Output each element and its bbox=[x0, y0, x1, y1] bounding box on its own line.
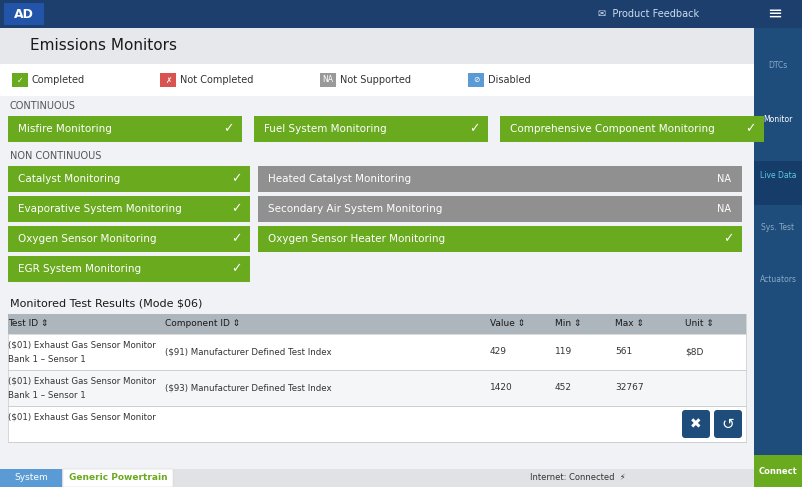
Text: ✓: ✓ bbox=[231, 172, 241, 186]
FancyBboxPatch shape bbox=[0, 146, 754, 166]
Text: ($91) Manufacturer Defined Test Index: ($91) Manufacturer Defined Test Index bbox=[165, 348, 331, 356]
Text: NA: NA bbox=[717, 174, 731, 184]
FancyBboxPatch shape bbox=[754, 161, 802, 205]
FancyBboxPatch shape bbox=[0, 0, 802, 28]
FancyBboxPatch shape bbox=[8, 196, 250, 222]
Text: NON CONTINUOUS: NON CONTINUOUS bbox=[10, 151, 101, 161]
Text: CONTINUOUS: CONTINUOUS bbox=[10, 101, 76, 111]
FancyBboxPatch shape bbox=[160, 73, 176, 87]
FancyBboxPatch shape bbox=[8, 334, 746, 370]
Text: AD: AD bbox=[14, 7, 34, 20]
Text: System: System bbox=[14, 473, 48, 483]
Text: Fuel System Monitoring: Fuel System Monitoring bbox=[264, 124, 387, 134]
Text: Disabled: Disabled bbox=[488, 75, 531, 85]
FancyBboxPatch shape bbox=[8, 256, 250, 282]
Text: 561: 561 bbox=[615, 348, 632, 356]
FancyBboxPatch shape bbox=[0, 469, 62, 487]
Text: ✖: ✖ bbox=[691, 417, 702, 431]
Text: ↺: ↺ bbox=[722, 416, 735, 431]
Text: Oxygen Sensor Heater Monitoring: Oxygen Sensor Heater Monitoring bbox=[268, 234, 445, 244]
Text: ✓: ✓ bbox=[231, 262, 241, 276]
FancyBboxPatch shape bbox=[8, 314, 746, 334]
Text: ✓: ✓ bbox=[223, 123, 233, 135]
Text: EGR System Monitoring: EGR System Monitoring bbox=[18, 264, 141, 274]
Text: Misfire Monitoring: Misfire Monitoring bbox=[18, 124, 111, 134]
Text: 452: 452 bbox=[555, 383, 572, 393]
FancyBboxPatch shape bbox=[0, 28, 754, 64]
Text: Secondary Air System Monitoring: Secondary Air System Monitoring bbox=[268, 204, 443, 214]
FancyBboxPatch shape bbox=[8, 166, 250, 192]
FancyBboxPatch shape bbox=[8, 314, 746, 442]
FancyBboxPatch shape bbox=[468, 73, 484, 87]
Text: ✓: ✓ bbox=[17, 75, 23, 85]
FancyBboxPatch shape bbox=[63, 469, 173, 487]
Text: Internet: Connected  ⚡: Internet: Connected ⚡ bbox=[530, 473, 626, 483]
FancyBboxPatch shape bbox=[500, 116, 764, 142]
Text: Live Data: Live Data bbox=[759, 170, 796, 180]
Text: Unit ⇕: Unit ⇕ bbox=[685, 319, 714, 329]
Text: 119: 119 bbox=[555, 348, 573, 356]
Text: Not Completed: Not Completed bbox=[180, 75, 253, 85]
Text: NA: NA bbox=[717, 204, 731, 214]
Text: ✗: ✗ bbox=[165, 75, 171, 85]
Text: ✓: ✓ bbox=[231, 203, 241, 216]
Text: Bank 1 – Sensor 1: Bank 1 – Sensor 1 bbox=[8, 355, 86, 363]
Text: Monitor: Monitor bbox=[764, 115, 792, 125]
Text: ($01) Exhaust Gas Sensor Monitor: ($01) Exhaust Gas Sensor Monitor bbox=[8, 376, 156, 386]
Text: Max ⇕: Max ⇕ bbox=[615, 319, 644, 329]
Text: 32767: 32767 bbox=[615, 383, 644, 393]
Text: DTCs: DTCs bbox=[768, 60, 788, 70]
Text: $8D: $8D bbox=[685, 348, 703, 356]
Text: Min ⇕: Min ⇕ bbox=[555, 319, 581, 329]
Text: Comprehensive Component Monitoring: Comprehensive Component Monitoring bbox=[510, 124, 715, 134]
Text: Completed: Completed bbox=[32, 75, 85, 85]
FancyBboxPatch shape bbox=[754, 455, 802, 487]
FancyBboxPatch shape bbox=[8, 226, 250, 252]
FancyBboxPatch shape bbox=[258, 196, 742, 222]
Text: Monitored Test Results (Mode $06): Monitored Test Results (Mode $06) bbox=[10, 299, 202, 309]
Text: Actuators: Actuators bbox=[759, 276, 796, 284]
Text: 1420: 1420 bbox=[490, 383, 512, 393]
Text: Heated Catalyst Monitoring: Heated Catalyst Monitoring bbox=[268, 174, 411, 184]
Text: Value ⇕: Value ⇕ bbox=[490, 319, 525, 329]
Text: Oxygen Sensor Monitoring: Oxygen Sensor Monitoring bbox=[18, 234, 156, 244]
Text: NA: NA bbox=[322, 75, 334, 85]
Text: ($93) Manufacturer Defined Test Index: ($93) Manufacturer Defined Test Index bbox=[165, 383, 331, 393]
Text: ($01) Exhaust Gas Sensor Monitor: ($01) Exhaust Gas Sensor Monitor bbox=[8, 340, 156, 350]
Text: Emissions Monitors: Emissions Monitors bbox=[30, 38, 177, 54]
Text: Sys. Test: Sys. Test bbox=[761, 224, 795, 232]
FancyBboxPatch shape bbox=[254, 116, 488, 142]
Text: ≡: ≡ bbox=[768, 5, 783, 23]
FancyBboxPatch shape bbox=[754, 0, 802, 487]
FancyBboxPatch shape bbox=[320, 73, 336, 87]
FancyBboxPatch shape bbox=[4, 3, 44, 25]
Text: ✓: ✓ bbox=[231, 232, 241, 245]
FancyBboxPatch shape bbox=[8, 406, 746, 442]
FancyBboxPatch shape bbox=[12, 73, 28, 87]
FancyBboxPatch shape bbox=[0, 64, 754, 96]
Text: ⊘: ⊘ bbox=[473, 75, 479, 85]
Text: Evaporative System Monitoring: Evaporative System Monitoring bbox=[18, 204, 182, 214]
Text: ✉  Product Feedback: ✉ Product Feedback bbox=[598, 9, 699, 19]
FancyBboxPatch shape bbox=[0, 96, 754, 116]
FancyBboxPatch shape bbox=[0, 469, 754, 487]
FancyBboxPatch shape bbox=[258, 166, 742, 192]
Text: Not Supported: Not Supported bbox=[340, 75, 411, 85]
Text: Connect: Connect bbox=[759, 467, 797, 475]
Text: Test ID ⇕: Test ID ⇕ bbox=[8, 319, 48, 329]
FancyBboxPatch shape bbox=[8, 116, 242, 142]
Text: 429: 429 bbox=[490, 348, 507, 356]
Text: Generic Powertrain: Generic Powertrain bbox=[69, 473, 168, 483]
FancyBboxPatch shape bbox=[258, 226, 742, 252]
Text: ✓: ✓ bbox=[468, 123, 480, 135]
FancyBboxPatch shape bbox=[714, 410, 742, 438]
Text: ✓: ✓ bbox=[745, 123, 755, 135]
Text: ✓: ✓ bbox=[723, 232, 733, 245]
Text: Bank 1 – Sensor 1: Bank 1 – Sensor 1 bbox=[8, 391, 86, 399]
Text: Catalyst Monitoring: Catalyst Monitoring bbox=[18, 174, 120, 184]
FancyBboxPatch shape bbox=[682, 410, 710, 438]
Text: Component ID ⇕: Component ID ⇕ bbox=[165, 319, 241, 329]
Text: ($01) Exhaust Gas Sensor Monitor: ($01) Exhaust Gas Sensor Monitor bbox=[8, 412, 156, 422]
FancyBboxPatch shape bbox=[8, 370, 746, 406]
